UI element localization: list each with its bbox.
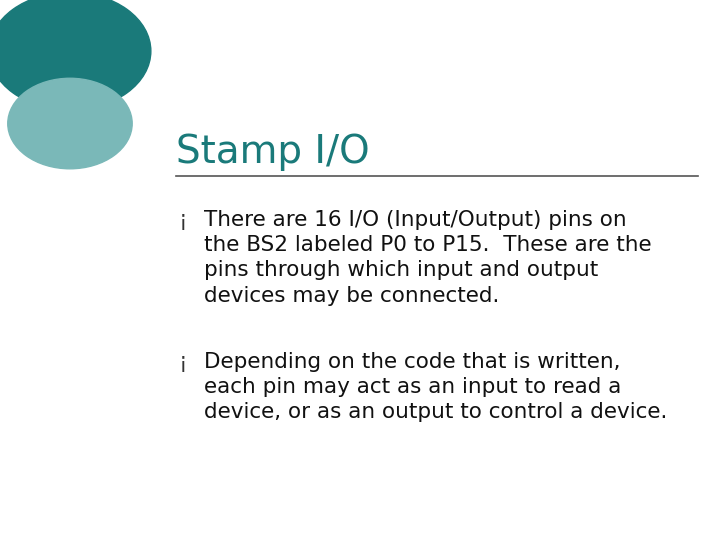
Text: Stamp I/O: Stamp I/O	[176, 133, 369, 171]
Circle shape	[8, 78, 132, 169]
Text: devices may be connected.: devices may be connected.	[204, 286, 499, 306]
Text: There are 16 I/O (Input/Output) pins on: There are 16 I/O (Input/Output) pins on	[204, 210, 626, 230]
Text: device, or as an output to control a device.: device, or as an output to control a dev…	[204, 402, 667, 422]
Text: ¡: ¡	[179, 210, 187, 230]
Text: the BS2 labeled P0 to P15.  These are the: the BS2 labeled P0 to P15. These are the	[204, 235, 652, 255]
Text: pins through which input and output: pins through which input and output	[204, 260, 598, 280]
Text: ¡: ¡	[179, 352, 187, 372]
Text: each pin may act as an input to read a: each pin may act as an input to read a	[204, 377, 621, 397]
Circle shape	[0, 0, 151, 110]
Text: Depending on the code that is written,: Depending on the code that is written,	[204, 352, 620, 372]
